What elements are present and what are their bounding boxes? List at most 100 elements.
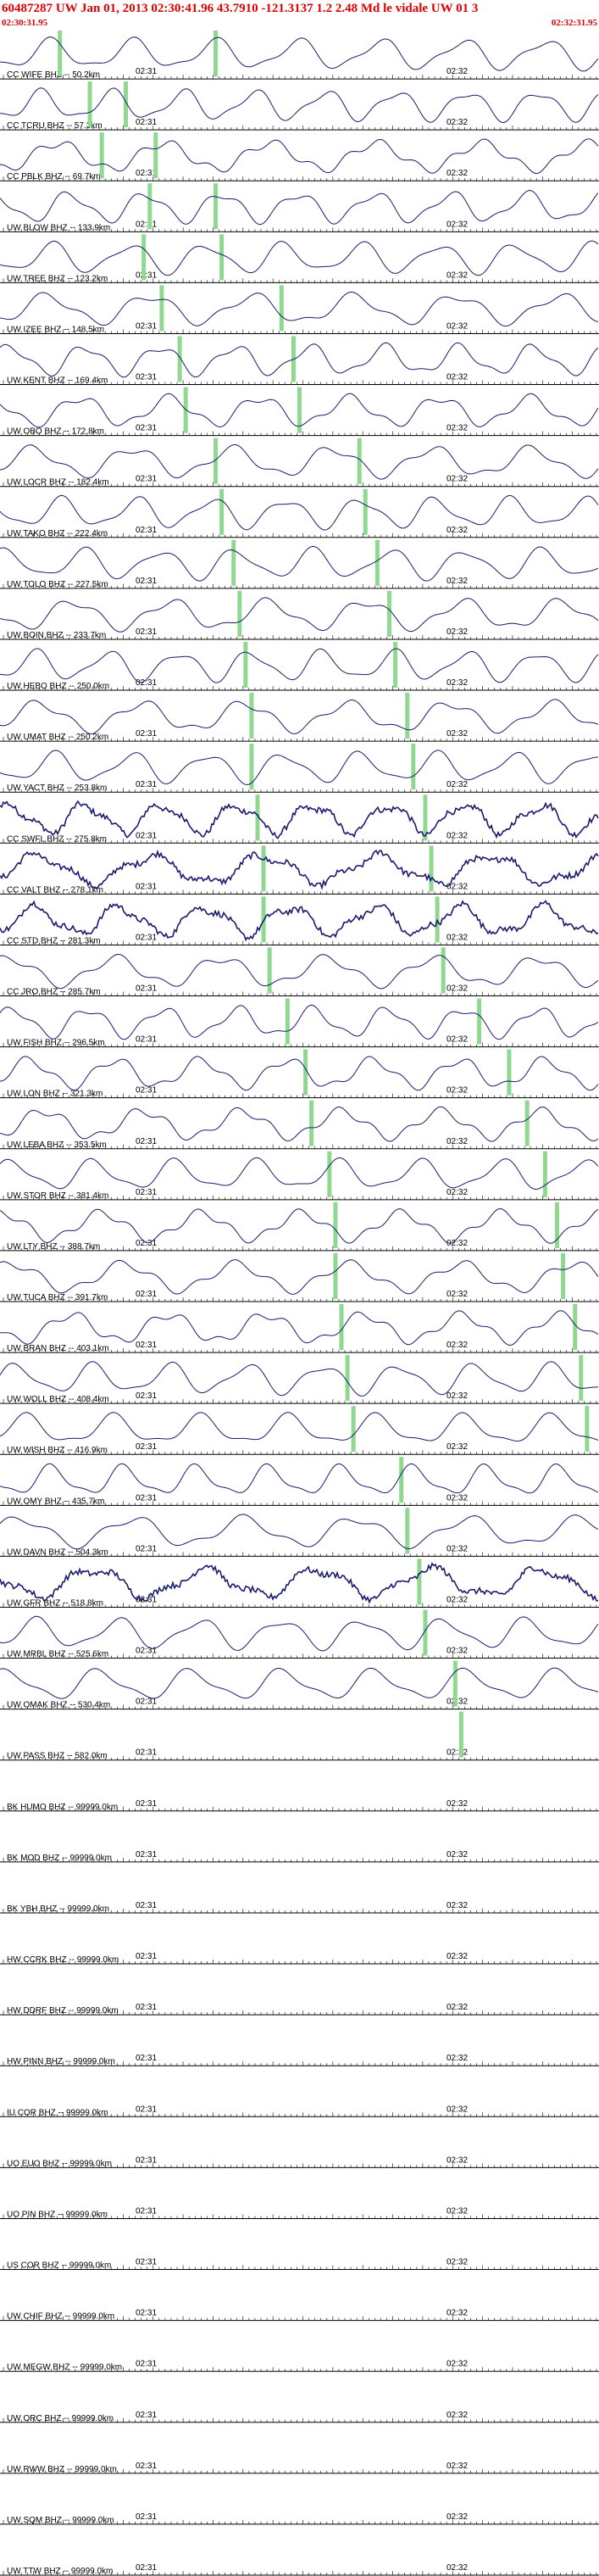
phase-pick-marker xyxy=(374,539,380,586)
waveform-trace xyxy=(0,1562,599,1604)
station-label: UW PASS BHZ -- 582.0km xyxy=(7,1752,108,1761)
station-row: 02:31 02:32 UW WOLL BHZ -- 408.4km xyxy=(0,1355,599,1404)
station-label: CC SWFL BHZ -- 275.8km xyxy=(7,834,107,844)
phase-pick-marker xyxy=(231,539,236,586)
waveform-trace xyxy=(0,1004,599,1040)
time-tick-label: 02:31 xyxy=(136,831,157,840)
phase-pick-marker xyxy=(333,1252,338,1299)
time-tick-label: 02:32 xyxy=(446,1137,468,1146)
time-tick-label: 02:32 xyxy=(446,321,468,331)
time-tick-label: 02:31 xyxy=(136,321,157,331)
waveform-trace xyxy=(0,138,599,175)
time-tick-label: 02:31 xyxy=(136,577,157,586)
phase-pick-marker xyxy=(147,183,153,230)
time-tick-label: 02:31 xyxy=(136,475,157,484)
station-row: 02:31 02:32 CC VALT BHZ -- 278.1km xyxy=(0,845,599,895)
station-label: UW TAKO BHZ -- 222.4km xyxy=(7,529,108,538)
phase-pick-marker xyxy=(555,1202,560,1248)
time-tick-label: 02:32 xyxy=(446,475,468,484)
station-row: 02:31 02:32 UW YACT BHZ -- 253.8km xyxy=(0,744,599,793)
station-row: 02:31 02:32 UW CHIF BHZ -- 99999.0km xyxy=(0,2309,599,2322)
time-tick-label: 02:32 xyxy=(446,1341,468,1350)
station-row: 02:31 02:32 UW LEBA BHZ -- 353.5km xyxy=(0,1100,599,1150)
station-row: 02:31 02:32 UW LOCR BHZ -- 182.4km xyxy=(0,438,599,488)
time-tick-label: 02:32 xyxy=(446,1901,468,1910)
station-row: 02:31 02:32 UW OMY BHZ -- 435.7km xyxy=(0,1457,599,1506)
waveform-trace xyxy=(0,1361,599,1397)
station-label: HW PINN BHZ -- 99999.0km xyxy=(7,2057,115,2066)
phase-pick-marker xyxy=(524,1100,530,1146)
station-label: UW LEBA BHZ -- 353.5km xyxy=(7,1140,107,1150)
time-tick-label: 02:31 xyxy=(136,984,157,994)
time-tick-label: 02:32 xyxy=(446,2258,468,2267)
station-row: 02:31 02:32 UW STOR BHZ -- 381.4km xyxy=(0,1151,599,1201)
station-row: 02:31 02:32 CC SWFL BHZ -- 275.8km xyxy=(0,795,599,844)
phase-pick-marker xyxy=(423,1609,428,1656)
phase-pick-marker xyxy=(297,387,302,433)
station-label: UW KENT BHZ -- 169.4km xyxy=(7,376,108,386)
time-tick-label: 02:31 xyxy=(136,1391,157,1401)
waveform-trace xyxy=(0,190,599,226)
station-label: CC WIFE BHZ -- 50.2km xyxy=(7,70,100,80)
phase-pick-marker xyxy=(411,744,416,790)
waveform-trace xyxy=(0,1157,599,1190)
station-label: UW WOLL BHZ -- 408.4km xyxy=(7,1395,109,1404)
plot-header: 60487287 UW Jan 01, 2013 02:30:41.96 43.… xyxy=(0,0,599,29)
phase-pick-marker xyxy=(99,132,104,179)
station-row: 02:31 02:32 UW IZEE BHZ -- 148.5km xyxy=(0,285,599,334)
phase-pick-marker xyxy=(573,1304,578,1351)
waveform-trace xyxy=(0,699,599,734)
time-tick-label: 02:32 xyxy=(446,1799,468,1809)
time-tick-label: 02:31 xyxy=(136,373,157,382)
phase-pick-marker xyxy=(183,387,188,433)
phase-pick-marker xyxy=(561,1252,566,1299)
phase-pick-marker xyxy=(237,590,242,637)
station-row: 02:31 02:32 UW PASS BHZ -- 582.0km xyxy=(0,1711,599,1761)
station-label: UW DAVN BHZ -- 504.3km xyxy=(7,1547,108,1557)
station-label: UW WISH BHZ -- 416.9km xyxy=(7,1446,108,1455)
waveform-trace xyxy=(0,1056,599,1091)
phase-pick-marker xyxy=(507,1049,512,1096)
phase-pick-marker xyxy=(585,1406,590,1452)
time-tick-label: 02:32 xyxy=(446,1647,468,1656)
phase-pick-marker xyxy=(345,1355,350,1402)
station-row: 02:31 02:32 CC STD BHZ -- 281.3km xyxy=(0,896,599,945)
end-time-label: 02:32:31.95 xyxy=(551,18,597,28)
phase-pick-marker xyxy=(123,81,128,128)
station-label: CC TCRU BHZ -- 57.3km xyxy=(7,121,103,131)
station-row: 02:31 02:32 UW TREE BHZ -- 123.2km xyxy=(0,234,599,283)
time-tick-label: 02:31 xyxy=(136,1035,157,1045)
time-tick-label: 02:31 xyxy=(136,1647,157,1656)
station-row: 02:31 02:32 UW MRBL BHZ -- 525.6km xyxy=(0,1609,599,1659)
time-tick-label: 02:32 xyxy=(446,1544,468,1553)
station-row: 02:31 02:32 HW CCRK BHZ -- 99999.0km xyxy=(0,1952,599,1965)
time-tick-label: 02:31 xyxy=(136,1698,157,1707)
phase-pick-marker xyxy=(261,845,266,892)
time-tick-label: 02:32 xyxy=(446,2360,468,2369)
phase-pick-marker xyxy=(429,845,434,892)
phase-pick-marker xyxy=(357,438,362,484)
station-row: 02:31 02:32 UW TOLO BHZ -- 227.5km xyxy=(0,539,599,589)
time-tick-label: 02:32 xyxy=(446,729,468,739)
station-row: 02:31 02:32 IU COR BHZ -- 99999.0km xyxy=(0,2105,599,2117)
time-tick-label: 02:31 xyxy=(136,2054,157,2063)
phase-pick-marker xyxy=(255,795,260,841)
phase-pick-marker xyxy=(153,132,158,179)
phase-pick-marker xyxy=(159,285,164,332)
station-row: 02:31 02:32 CC WIFE BHZ -- 50.2km xyxy=(0,31,599,80)
phase-pick-marker xyxy=(279,285,284,332)
event-title: 60487287 UW Jan 01, 2013 02:30:41.96 43.… xyxy=(2,2,479,15)
station-label: UW TREE BHZ -- 123.2km xyxy=(7,274,108,283)
station-label: UW LTY BHZ -- 388.7km xyxy=(7,1242,100,1252)
phase-pick-marker xyxy=(249,744,254,790)
station-label: UW TUCA BHZ -- 391.7km xyxy=(7,1293,108,1302)
phase-pick-marker xyxy=(303,1049,308,1096)
phase-pick-marker xyxy=(458,1711,463,1758)
waveform-trace xyxy=(0,849,599,890)
time-tick-label: 02:31 xyxy=(136,1493,157,1503)
phase-pick-marker xyxy=(214,438,219,484)
time-tick-label: 02:32 xyxy=(446,220,468,229)
phase-pick-marker xyxy=(285,998,290,1045)
phase-pick-marker xyxy=(542,1151,547,1197)
